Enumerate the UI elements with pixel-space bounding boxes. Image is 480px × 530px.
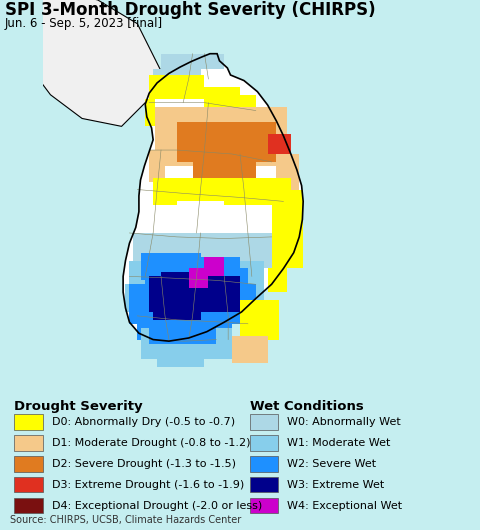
Text: D4: Exceptional Drought (-2.0 or less): D4: Exceptional Drought (-2.0 or less) (52, 501, 262, 511)
Text: Source: CHIRPS, UCSB, Climate Hazards Center: Source: CHIRPS, UCSB, Climate Hazards Ce… (10, 515, 241, 525)
Polygon shape (204, 87, 240, 107)
Polygon shape (141, 253, 201, 280)
Polygon shape (232, 95, 256, 111)
Text: W2: Severe Wet: W2: Severe Wet (287, 459, 376, 469)
FancyBboxPatch shape (14, 414, 43, 430)
Polygon shape (149, 150, 165, 182)
Text: D3: Extreme Drought (-1.6 to -1.9): D3: Extreme Drought (-1.6 to -1.9) (52, 480, 244, 490)
Polygon shape (145, 269, 248, 292)
Polygon shape (161, 272, 224, 300)
Polygon shape (149, 75, 204, 99)
Polygon shape (276, 154, 299, 190)
Polygon shape (232, 335, 268, 363)
FancyBboxPatch shape (14, 435, 43, 450)
FancyBboxPatch shape (250, 456, 278, 472)
Text: D0: Abnormally Dry (-0.5 to -0.7): D0: Abnormally Dry (-0.5 to -0.7) (52, 417, 235, 427)
Polygon shape (145, 99, 155, 126)
Text: SPI 3-Month Drought Severity (CHIRPS): SPI 3-Month Drought Severity (CHIRPS) (5, 1, 375, 19)
Text: W1: Moderate Wet: W1: Moderate Wet (287, 438, 390, 448)
FancyBboxPatch shape (14, 498, 43, 514)
Polygon shape (153, 308, 201, 332)
Polygon shape (192, 158, 256, 182)
Polygon shape (123, 54, 303, 341)
Polygon shape (161, 54, 201, 75)
FancyBboxPatch shape (250, 498, 278, 514)
Polygon shape (268, 264, 288, 292)
Polygon shape (149, 277, 240, 312)
Polygon shape (189, 269, 208, 288)
Polygon shape (0, 0, 169, 126)
Polygon shape (272, 190, 303, 269)
FancyBboxPatch shape (250, 477, 278, 492)
Polygon shape (201, 54, 224, 69)
Polygon shape (153, 69, 169, 83)
Polygon shape (240, 300, 279, 340)
Polygon shape (224, 288, 264, 312)
Text: W4: Exceptional Wet: W4: Exceptional Wet (287, 501, 402, 511)
Polygon shape (177, 122, 276, 162)
Polygon shape (149, 320, 216, 343)
Polygon shape (240, 111, 276, 134)
Text: W0: Abnormally Wet: W0: Abnormally Wet (287, 417, 401, 427)
Text: D2: Severe Drought (-1.3 to -1.5): D2: Severe Drought (-1.3 to -1.5) (52, 459, 236, 469)
Text: Wet Conditions: Wet Conditions (250, 400, 363, 413)
Polygon shape (153, 178, 291, 209)
Text: W3: Extreme Wet: W3: Extreme Wet (287, 480, 384, 490)
Polygon shape (130, 261, 169, 284)
Polygon shape (133, 233, 272, 269)
FancyBboxPatch shape (250, 414, 278, 430)
FancyBboxPatch shape (14, 456, 43, 472)
Polygon shape (204, 257, 224, 277)
Polygon shape (268, 134, 291, 154)
Text: Jun. 6 - Sep. 5, 2023 [final]: Jun. 6 - Sep. 5, 2023 [final] (5, 17, 163, 30)
Text: Drought Severity: Drought Severity (14, 400, 143, 413)
Polygon shape (137, 316, 232, 340)
Polygon shape (192, 257, 240, 280)
Polygon shape (141, 328, 232, 359)
Polygon shape (177, 201, 224, 225)
Polygon shape (157, 343, 204, 367)
FancyBboxPatch shape (250, 435, 278, 450)
Polygon shape (155, 107, 288, 166)
FancyBboxPatch shape (14, 477, 43, 492)
Polygon shape (130, 261, 264, 292)
Polygon shape (130, 284, 256, 324)
Polygon shape (185, 205, 283, 221)
Text: D1: Moderate Drought (-0.8 to -1.2): D1: Moderate Drought (-0.8 to -1.2) (52, 438, 251, 448)
Polygon shape (125, 284, 161, 312)
Polygon shape (145, 205, 272, 237)
